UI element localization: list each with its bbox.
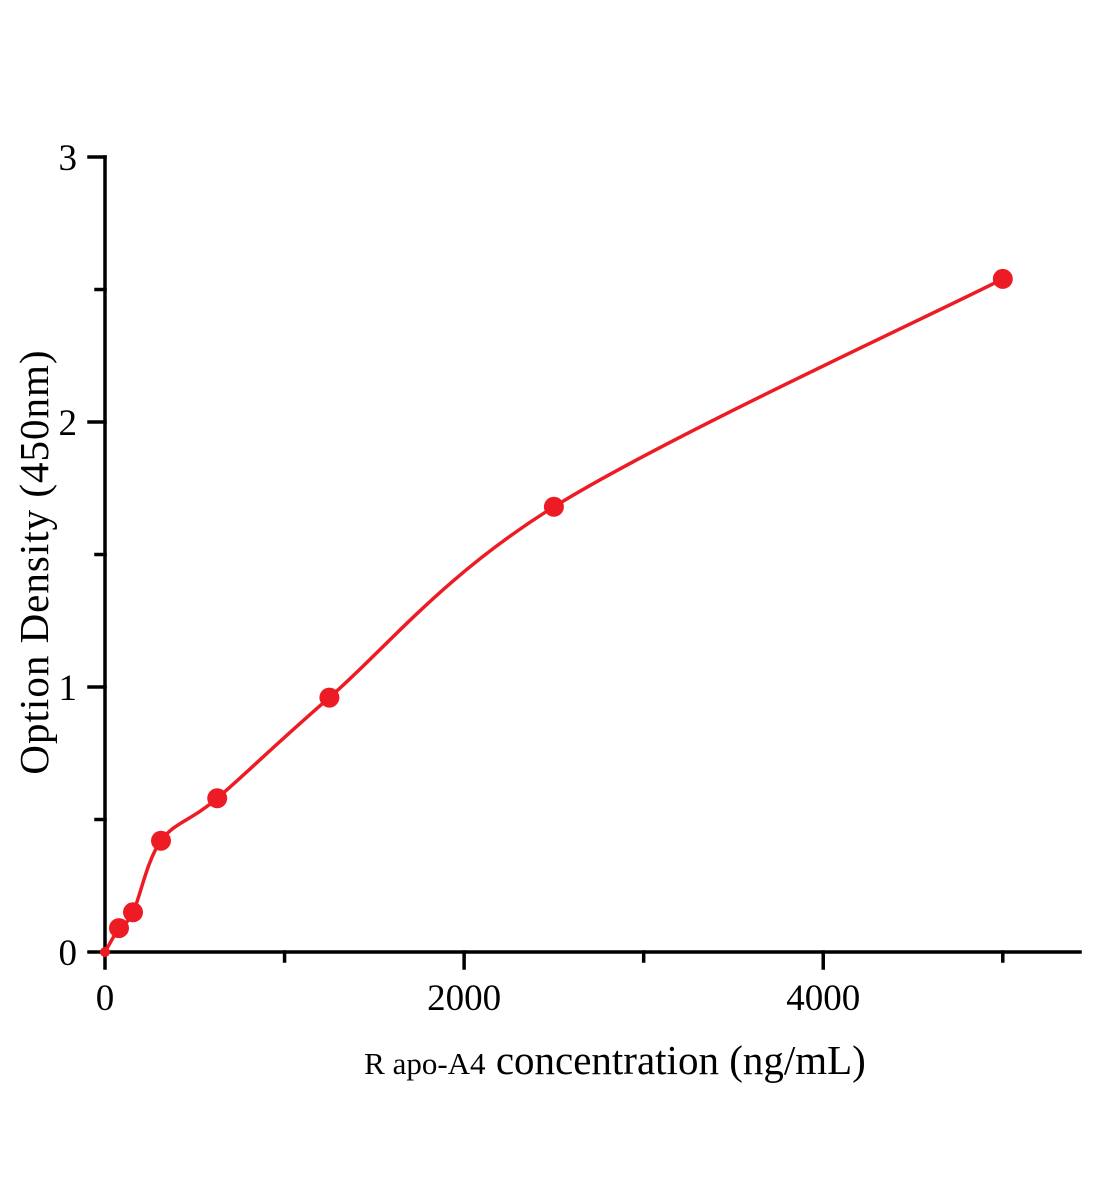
x-tick-label: 2000: [427, 978, 501, 1019]
data-point: [543, 496, 564, 517]
data-point: [109, 918, 129, 939]
y-tick-label: 1: [59, 668, 78, 709]
data-point: [319, 687, 340, 708]
y-tick-label: 0: [59, 933, 78, 974]
fit-curve: [103, 277, 1004, 953]
x-tick-label: 0: [96, 978, 115, 1019]
x-axis-title-main: concentration (ng/mL): [485, 1037, 866, 1083]
y-axis-title: Option Density (450nm): [11, 349, 57, 775]
tick-labels: 0 2000 4000 0 1 2 3: [59, 138, 861, 1019]
data-point: [992, 268, 1013, 289]
x-axis-title-prefix: R apo-A4: [364, 1046, 486, 1081]
x-axis-title: R apo-A4 concentration (ng/mL): [364, 1036, 866, 1084]
axes: [87, 155, 1082, 970]
x-tick-label: 4000: [786, 978, 860, 1019]
data-point: [151, 830, 171, 851]
data-point: [207, 788, 228, 809]
y-tick-label: 2: [59, 403, 78, 444]
data-point: [100, 947, 110, 957]
data-point: [123, 902, 143, 923]
y-tick-label: 3: [59, 138, 78, 179]
